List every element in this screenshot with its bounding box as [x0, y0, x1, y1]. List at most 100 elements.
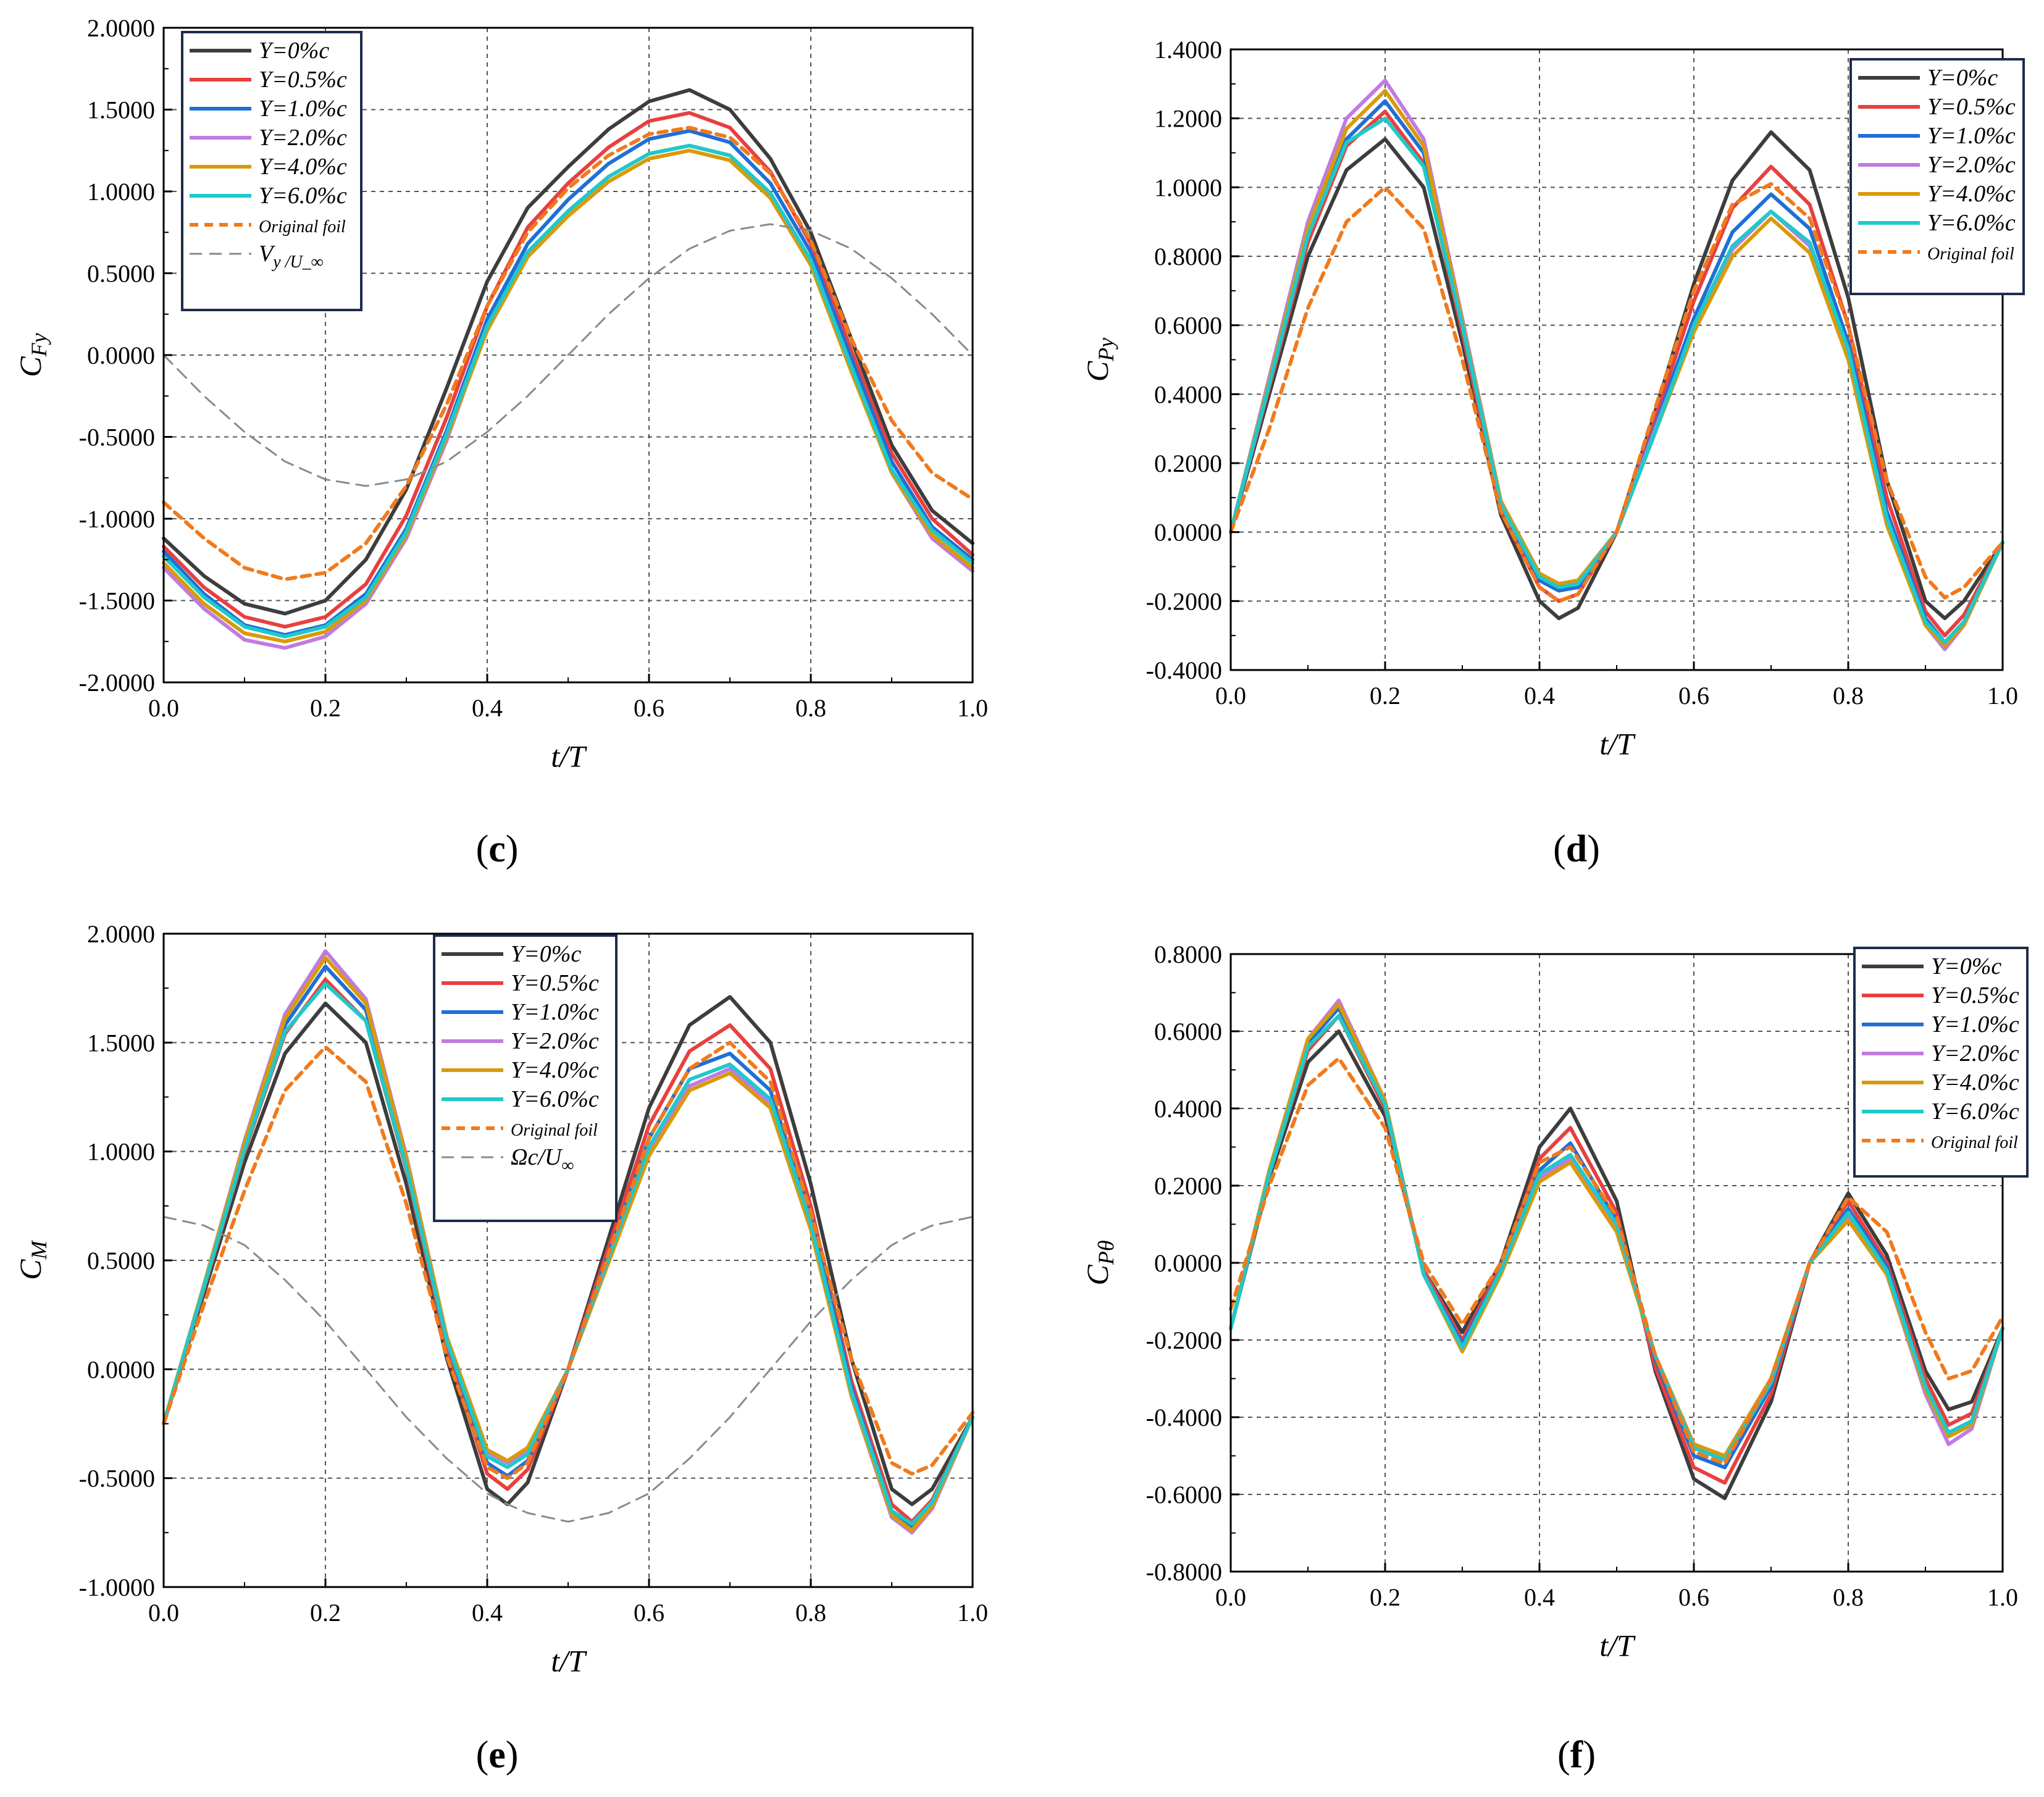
y-tick-label: -0.4000	[1146, 656, 1222, 684]
y-tick-label: 1.5000	[87, 96, 155, 124]
y-tick-label: -0.6000	[1146, 1481, 1222, 1509]
y-tick-label: 1.0000	[87, 1138, 155, 1166]
x-tick-label: 0.8	[1833, 682, 1864, 710]
x-tick-label: 0.8	[1833, 1583, 1864, 1611]
x-tick-label: 0.4	[472, 694, 503, 722]
y-tick-label: 2.0000	[87, 14, 155, 42]
y-tick-label: 0.0000	[87, 341, 155, 369]
y-tick-label: 0.2000	[1154, 1172, 1222, 1200]
legend-label: Y=1.0%c	[259, 96, 347, 122]
x-tick-label: 0.8	[795, 694, 826, 722]
y-tick-label: 0.0000	[87, 1355, 155, 1383]
series-line-1	[162, 111, 974, 629]
y-tick-label: 0.4000	[1154, 380, 1222, 408]
x-tick-label: 0.2	[310, 694, 341, 722]
x-tick-label: 1.0	[1987, 1583, 2018, 1611]
legend-label: Vy /U_∞	[259, 241, 324, 272]
series-line-7	[162, 1216, 974, 1523]
legend-label: Y=6.0%c	[259, 183, 347, 209]
series-line-6	[162, 125, 974, 582]
x-tick-label: 0.4	[1524, 682, 1555, 710]
legend-label: Y=4.0%c	[259, 154, 347, 180]
y-tick-label: 0.2000	[1154, 450, 1222, 477]
legend-label: Y=0.5%c	[511, 970, 599, 996]
y-tick-label: 0.8000	[1154, 940, 1222, 968]
y-tick-label: -0.5000	[79, 1465, 155, 1493]
legend-label: Y=6.0%c	[1927, 210, 2016, 236]
y-tick-label: -0.4000	[1146, 1404, 1222, 1431]
y-tick-label: 1.4000	[1154, 36, 1222, 64]
x-tick-label: 0.0	[148, 694, 179, 722]
x-tick-label: 0.4	[472, 1599, 503, 1627]
series-line-6	[162, 1041, 974, 1480]
legend-label: Original foil	[511, 1121, 598, 1140]
x-tick-label: 1.0	[1987, 682, 2018, 710]
x-tick-label: 0.0	[148, 1599, 179, 1627]
legend-label: Y=1.0%c	[1931, 1012, 2019, 1037]
y-tick-label: 1.5000	[87, 1029, 155, 1057]
panel-caption: (c)	[476, 828, 519, 870]
y-tick-label: -1.0000	[79, 505, 155, 533]
legend-label: Y=2.0%c	[511, 1028, 599, 1054]
legend-box	[1853, 947, 2029, 1178]
chart-panel-c: 0.0 0.2 0.4 0.6 0.8 1.0 -2.0000 -1.5000 -1.0000 -…	[13, 14, 988, 870]
y-tick-label: 0.4000	[1154, 1095, 1222, 1123]
legend-label: Original foil	[259, 217, 346, 237]
series-line-5	[162, 143, 974, 639]
x-tick-label: 0.6	[1678, 682, 1709, 710]
legend-label: Y=2.0%c	[1927, 152, 2016, 178]
legend-label: Y=0.5%c	[1927, 94, 2016, 120]
y-axis-title: CM	[13, 1239, 51, 1280]
legend-label: Y=2.0%c	[259, 125, 347, 151]
legend-label: Y=1.0%c	[511, 999, 599, 1025]
y-tick-label: -0.2000	[1146, 1326, 1222, 1354]
legend-label: Y=0%c	[1927, 65, 1998, 91]
x-axis-title: t/T	[551, 1643, 587, 1678]
series-line-6	[1229, 182, 2004, 603]
x-tick-label: 0.6	[1678, 1583, 1709, 1611]
y-tick-label: 1.0000	[87, 178, 155, 206]
y-tick-label: -0.8000	[1146, 1558, 1222, 1586]
x-axis-title: t/T	[1599, 726, 1636, 761]
y-tick-label: 1.0000	[1154, 174, 1222, 201]
x-tick-label: 0.2	[1370, 1583, 1401, 1611]
y-tick-label: -1.5000	[79, 587, 155, 615]
x-tick-label: 1.0	[957, 694, 988, 722]
x-tick-label: 0.0	[1215, 682, 1246, 710]
legend-label: Original foil	[1927, 245, 2014, 264]
legend-label: Y=4.0%c	[1931, 1070, 2019, 1095]
y-tick-label: -0.5000	[79, 424, 155, 451]
x-tick-label: 0.4	[1524, 1583, 1555, 1611]
x-tick-label: 0.2	[1370, 682, 1401, 710]
y-axis-title: CPy	[1080, 338, 1118, 382]
y-tick-label: 0.5000	[87, 260, 155, 288]
y-tick-label: -2.0000	[79, 669, 155, 697]
legend-label: Y=1.0%c	[1927, 123, 2016, 149]
legend: Y=0%c Y=0.5%c Y=1.0%c Y=2.0%c Y=4.0%c Y=6.0%c…	[181, 31, 362, 311]
y-tick-label: 0.0000	[1154, 1249, 1222, 1277]
panel-caption: (f)	[1557, 1734, 1596, 1776]
series-line-6	[1229, 1056, 2004, 1465]
x-tick-label: 1.0	[957, 1599, 988, 1627]
legend-label: Ωc/U∞	[511, 1144, 574, 1175]
legend-label: Original foil	[1931, 1133, 2018, 1152]
panel-caption: (d)	[1553, 828, 1600, 870]
legend-label: Y=0%c	[511, 941, 581, 967]
legend: Y=0%c Y=0.5%c Y=1.0%c Y=2.0%c Y=4.0%c Y=6.0%c…	[1849, 58, 2025, 295]
series-line-7	[162, 223, 974, 487]
legend: Y=0%c Y=0.5%c Y=1.0%c Y=2.0%c Y=4.0%c Y=6.0%c…	[1853, 947, 2029, 1178]
y-tick-label: -1.0000	[79, 1573, 155, 1601]
chart-panel-d: 0.0 0.2 0.4 0.6 0.8 1.0 -0.4000 -0.2000 0.0000 0.…	[1080, 36, 2025, 870]
legend-box	[1849, 58, 2025, 295]
legend-label: Y=0%c	[1931, 953, 2001, 979]
x-axis-title: t/T	[551, 739, 587, 773]
y-tick-label: 0.5000	[87, 1247, 155, 1275]
y-axis-title: CPθ	[1080, 1240, 1118, 1285]
chart-panel-e: 0.0 0.2 0.4 0.6 0.8 1.0 -1.0000 -0.5000 0.0000 0.…	[13, 920, 988, 1776]
y-tick-label: -0.2000	[1146, 587, 1222, 615]
chart-panel-f: 0.0 0.2 0.4 0.6 0.8 1.0 -0.8000 -0.6000 -0.4000 -…	[1080, 940, 2029, 1776]
y-axis-title: CFy	[13, 333, 51, 377]
legend-label: Y=0.5%c	[1931, 982, 2019, 1008]
legend-label: Y=2.0%c	[1931, 1041, 2019, 1066]
